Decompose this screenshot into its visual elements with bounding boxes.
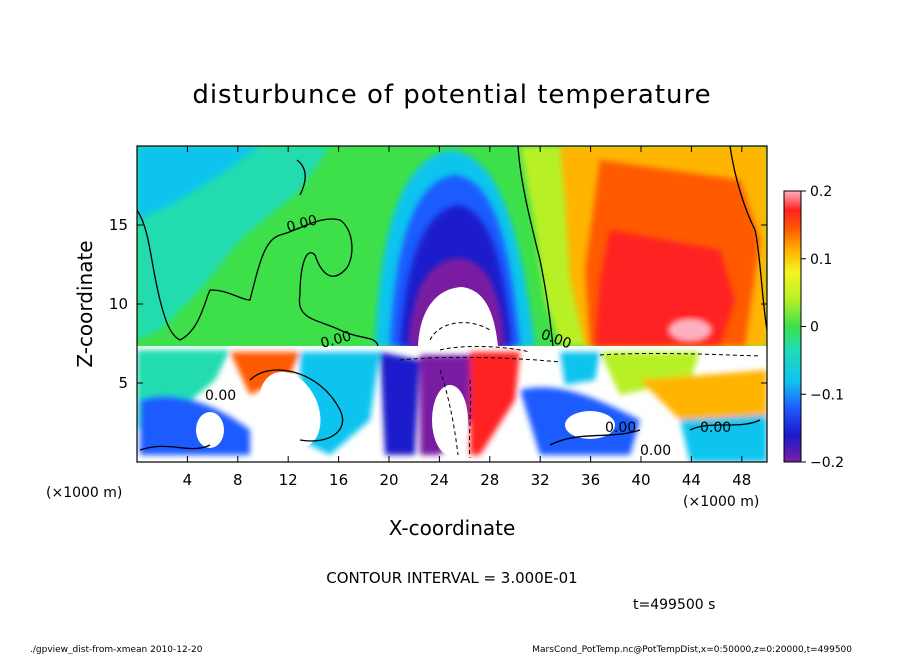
x-tick-label: 4 — [183, 471, 193, 489]
x-tick-label: 40 — [631, 471, 650, 489]
x-tick-label: 44 — [682, 471, 701, 489]
colorbar-tick-label: −0.1 — [810, 387, 844, 403]
left-cyan-region — [137, 146, 260, 220]
x-tick-label: 20 — [379, 471, 398, 489]
x-axis-unit: (×1000 m) — [683, 494, 759, 510]
colorbar-tick-label: 0 — [810, 320, 819, 336]
contour-label: 0.00 — [640, 443, 671, 459]
x-tick-label: 24 — [430, 471, 449, 489]
x-axis-ticks: 4 8 12 16 20 24 28 32 36 40 44 48 — [183, 146, 751, 489]
zero-contours — [137, 146, 767, 451]
colorbar — [783, 190, 802, 463]
x-tick-label: 36 — [581, 471, 600, 489]
x-tick-label: 16 — [329, 471, 348, 489]
time-text: t=499500 s — [633, 597, 715, 613]
x-tick-label: 28 — [480, 471, 499, 489]
footer-left: ./gpview_dist-from-xmean 2010-12-20 — [30, 645, 203, 654]
warm-peak — [668, 318, 712, 342]
chart-title: disturbunce of potential temperature — [192, 80, 711, 110]
colorbar-tick-label: −0.2 — [810, 455, 844, 471]
x-tick-label: 8 — [233, 471, 243, 489]
plot-area — [137, 146, 767, 462]
colorbar-tick-label: 0.2 — [810, 184, 832, 200]
contour-interval-text: CONTOUR INTERVAL = 3.000E-01 — [326, 569, 577, 587]
contour-label: 0.00 — [205, 388, 236, 404]
colorbar-ticks: −0.2 −0.1 0 0.1 0.2 — [801, 184, 844, 471]
x-tick-label: 48 — [732, 471, 751, 489]
warm-core — [595, 230, 735, 346]
y-axis-unit: (×1000 m) — [46, 485, 122, 501]
contour-label: 0.00 — [605, 420, 636, 436]
y-axis-ticks: 5 10 15 — [109, 216, 767, 392]
boundary-layer-eddies — [137, 350, 767, 462]
x-tick-label: 32 — [531, 471, 550, 489]
y-tick-label: 5 — [118, 374, 128, 392]
x-tick-label: 12 — [279, 471, 298, 489]
contour-label: 0.00 — [285, 212, 319, 236]
cold-dome-saturated — [418, 287, 498, 346]
footer-right: MarsCond_PotTemp.nc@PotTempDist,x=0:5000… — [532, 645, 852, 654]
y-tick-label: 15 — [109, 216, 128, 234]
boundary-layer-white-cells — [196, 371, 615, 455]
y-axis-label: Z-coordinate — [73, 240, 97, 367]
y-tick-label: 10 — [109, 295, 128, 313]
negative-contours — [399, 322, 761, 459]
contour-label: 0.00 — [319, 328, 353, 352]
x-axis-label: X-coordinate — [389, 516, 516, 540]
colorbar-tick-label: 0.1 — [810, 252, 832, 268]
contour-label: 0.00 — [700, 420, 731, 436]
